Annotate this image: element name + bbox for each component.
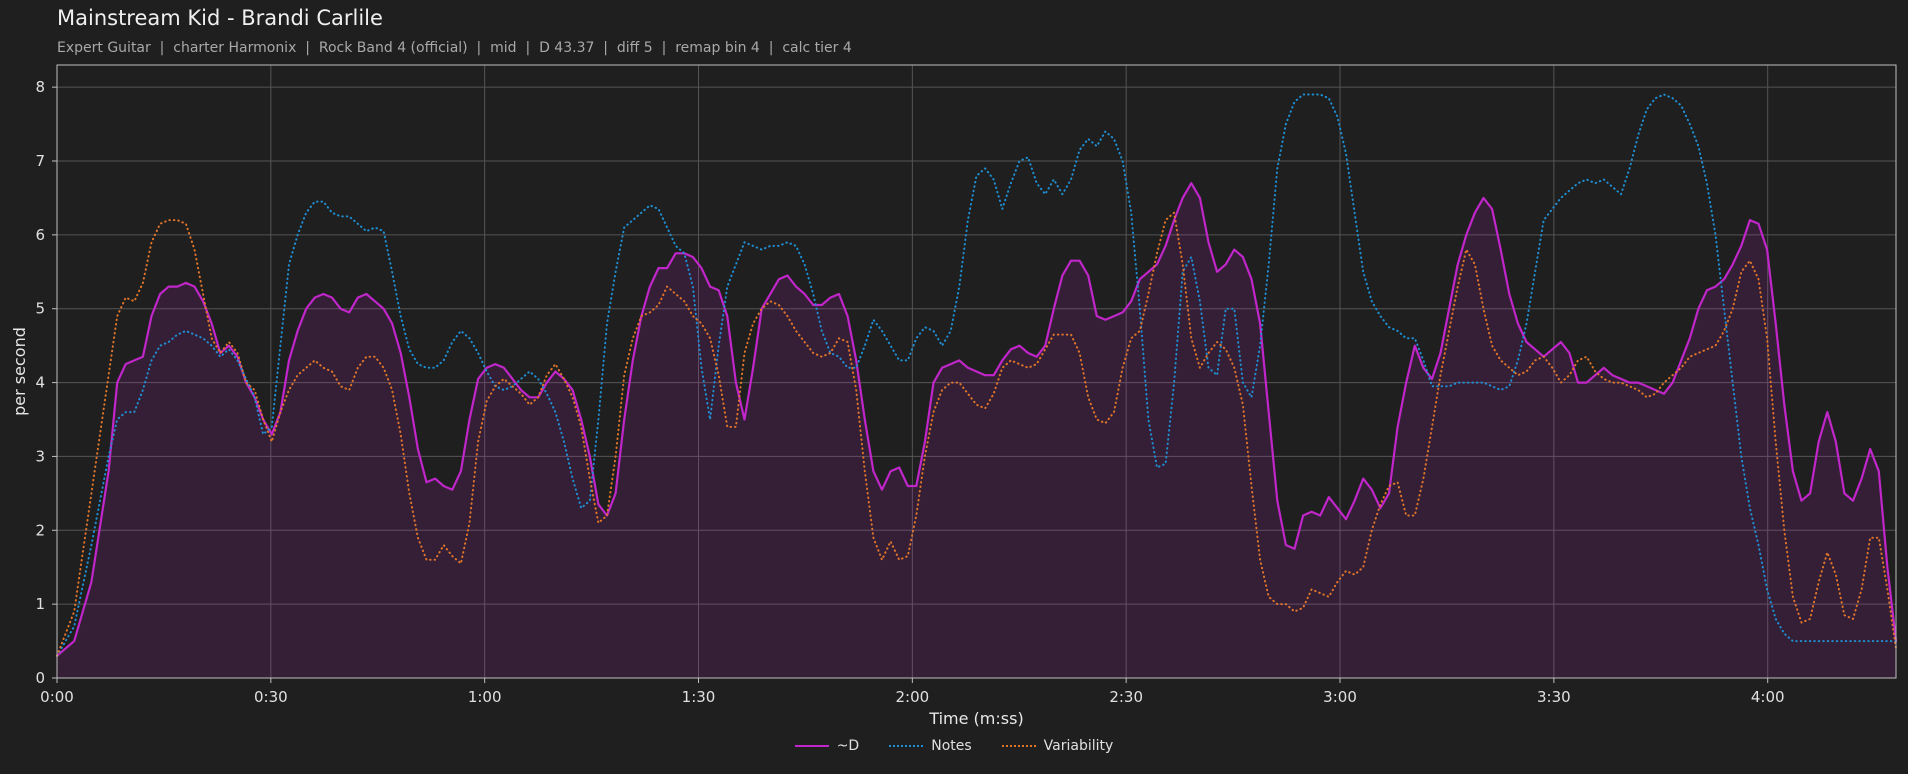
x-axis-label: Time (m:ss)	[928, 709, 1023, 728]
legend-label-variability: Variability	[1043, 738, 1114, 754]
legend-item-notes: Notes	[889, 738, 972, 754]
plot-frame	[56, 64, 1897, 679]
x-tick-label: 0:30	[254, 688, 288, 706]
x-tick-label: 3:00	[1323, 688, 1357, 706]
y-tick-label: 7	[35, 152, 45, 170]
series-area-fill	[57, 183, 1896, 678]
y-tick-label: 2	[35, 521, 45, 539]
series-lines	[55, 93, 1898, 657]
x-tick-label: 2:00	[896, 688, 930, 706]
x-tick-label: 1:30	[682, 688, 716, 706]
legend-label-d: ~D	[836, 738, 860, 754]
legend-label-notes: Notes	[931, 738, 972, 754]
chart-title: Mainstream Kid - Brandi Carlile	[57, 6, 383, 30]
axis-ticks: 0:00 0:30 1:00 1:30 2:00 2:30 3:00 3:30 4:00 0 1 2 3…	[35, 78, 1784, 706]
legend-swatch-variability	[1001, 745, 1036, 747]
x-tick-label: 2:30	[1109, 688, 1143, 706]
series-fill	[57, 183, 1896, 678]
x-tick-label: 3:30	[1537, 688, 1571, 706]
series-line-d	[55, 182, 1898, 657]
x-tick-label: 1:00	[468, 688, 502, 706]
y-tick-label: 1	[35, 595, 45, 613]
y-tick-label: 8	[35, 78, 45, 96]
legend-swatch-notes	[889, 745, 924, 747]
y-tick-label: 0	[35, 669, 45, 687]
x-tick-label: 0:00	[40, 688, 74, 706]
y-tick-label: 6	[35, 226, 45, 244]
series-line-notes	[56, 93, 1897, 657]
legend-item-variability: Variability	[1001, 738, 1114, 754]
legend-swatch-d	[794, 745, 829, 747]
y-tick-label: 4	[35, 374, 45, 392]
y-tick-label: 3	[35, 447, 45, 465]
chart-subtitle: Expert Guitar | charter Harmonix | Rock …	[57, 40, 852, 56]
x-tick-label: 4:00	[1751, 688, 1785, 706]
y-axis-label: per second	[10, 327, 29, 416]
series-line-variability	[56, 211, 1897, 657]
legend: ~D Notes Variability	[0, 738, 1908, 754]
y-tick-label: 5	[35, 300, 45, 318]
legend-item-d: ~D	[794, 738, 860, 754]
